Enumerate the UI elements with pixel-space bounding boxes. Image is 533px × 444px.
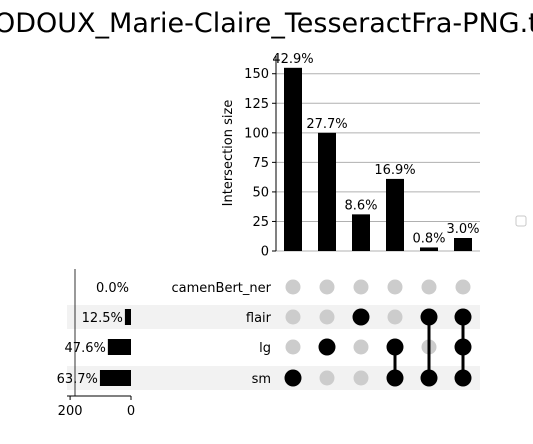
intersection-bar: [284, 67, 302, 252]
intersection-bar-label: 27.7%: [306, 117, 347, 132]
matrix-dot-inactive: [421, 279, 437, 295]
intersection-bar-label: 0.8%: [412, 231, 445, 246]
set-size-label: 0.0%: [96, 281, 129, 296]
matrix-dot-inactive: [455, 279, 471, 295]
matrix-stripe: [67, 305, 480, 329]
matrix-dot-inactive: [285, 339, 301, 355]
set-size-label: 63.7%: [57, 372, 98, 387]
matrix-dot-inactive: [319, 279, 335, 295]
chart-title: ODOUX_Marie-Claire_TesseractFra-PNG.tsv: [0, 8, 533, 39]
matrix-dot-active: [352, 308, 370, 326]
y-tick-label: 100: [244, 126, 269, 141]
matrix-dot-inactive: [285, 279, 301, 295]
legend-box: [515, 215, 527, 227]
set-size-label: 12.5%: [82, 311, 123, 326]
set-size-bar: [124, 309, 131, 325]
set-size-bar: [99, 370, 131, 386]
matrix-dot-inactive: [319, 370, 335, 386]
set-size-bars: 0.0% 12.5% 47.6% 63.7%: [57, 281, 131, 387]
matrix-dot-inactive: [319, 309, 335, 325]
set-size-bar: [107, 339, 131, 355]
matrix-dot-inactive: [353, 339, 369, 355]
intersection-bars: 42.9% 27.7% 8.6% 16.9% 0.8%3.0%: [272, 52, 480, 252]
set-size-label: 47.6%: [65, 341, 106, 356]
intersection-bar: [420, 247, 438, 251]
y-tick-label: 50: [252, 185, 269, 200]
intersection-bar: [386, 178, 404, 251]
matrix-stripe: [67, 366, 480, 390]
matrix-dot-active: [284, 369, 302, 387]
intersection-bar: [352, 214, 370, 251]
set-label: camenBert_ner: [172, 281, 272, 296]
matrix-dot-inactive: [387, 279, 403, 295]
y-gridlines: [276, 73, 480, 252]
y-tick-label: 150: [244, 67, 269, 82]
intersection-bar-label: 42.9%: [272, 52, 313, 67]
y-tick-label: 25: [252, 215, 269, 230]
y-axis: 0 25 50 75 100 125 150: [244, 56, 277, 260]
set-size-axis: 200 0: [58, 269, 135, 419]
matrix-dot-inactive: [353, 370, 369, 386]
matrix-dot-inactive: [387, 309, 403, 325]
set-axis-tick-label: 0: [127, 404, 135, 419]
intersection-bar-label: 3.0%: [446, 222, 479, 237]
intersection-bar-label: 16.9%: [374, 163, 415, 178]
y-tick-label: 125: [244, 97, 269, 112]
y-tick-label: 75: [252, 156, 269, 171]
intersection-bar: [454, 238, 472, 251]
membership-matrix: [284, 279, 472, 387]
intersection-bar-label: 8.6%: [344, 198, 377, 213]
set-axis-tick-label: 200: [58, 404, 83, 419]
set-label: lg: [259, 341, 271, 356]
set-label: flair: [246, 311, 272, 326]
matrix-dot-active: [318, 338, 336, 356]
matrix-stripes: [67, 305, 480, 390]
intersection-bar: [318, 132, 336, 251]
y-tick-label: 0: [261, 245, 269, 260]
set-label: sm: [252, 372, 271, 387]
y-axis-label: Intersection size: [221, 100, 236, 207]
matrix-dot-inactive: [285, 309, 301, 325]
matrix-dot-inactive: [353, 279, 369, 295]
